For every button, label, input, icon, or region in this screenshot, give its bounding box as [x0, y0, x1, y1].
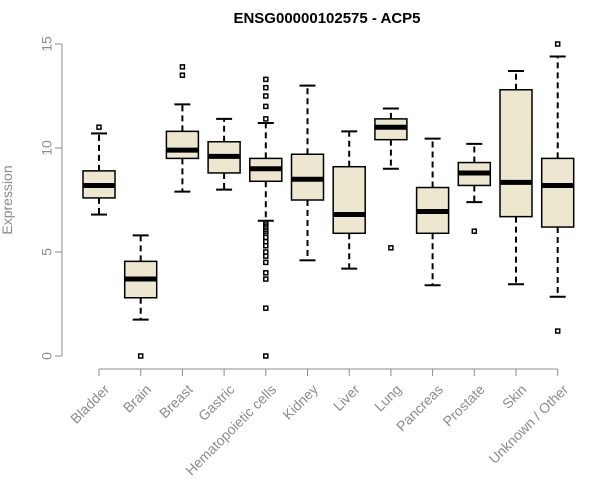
x-tick-label: Skin: [499, 381, 530, 412]
box-prostate: [457, 142, 492, 234]
outlier-point: [263, 234, 269, 241]
outlier-point: [263, 249, 269, 255]
y-tick-label: 0: [39, 352, 55, 360]
box-unknown-other: [540, 41, 575, 334]
box-body: [499, 89, 533, 218]
outlier-point: [263, 270, 269, 276]
box-liver: [332, 130, 366, 270]
outlier-point: [179, 72, 186, 78]
y-axis-label: Expression: [0, 165, 15, 234]
outlier-point: [263, 276, 269, 282]
y-tick-label: 15: [39, 36, 55, 52]
box-bladder: [82, 124, 116, 216]
chart-title: ENSG00000102575 - ACP5: [233, 10, 420, 27]
box-skin: [499, 70, 533, 286]
outlier-point: [554, 41, 561, 47]
outlier-point: [263, 353, 269, 359]
x-tick-label: Bladder: [67, 381, 113, 427]
x-tick-label: Liver: [330, 381, 363, 414]
outlier-point: [263, 116, 269, 122]
outlier-point: [263, 103, 269, 110]
box-body: [332, 165, 366, 235]
box-brain: [123, 234, 158, 359]
x-tick-label: Prostate: [440, 381, 488, 429]
box-lung: [374, 107, 408, 251]
outlier-point: [263, 253, 269, 259]
x-tick-label: Kidney: [279, 381, 321, 423]
outlier-point: [263, 259, 269, 266]
outlier-point: [471, 228, 478, 234]
outlier-point: [263, 76, 269, 83]
outlier-point: [137, 353, 144, 359]
y-axis: 0 5 10 15: [39, 36, 63, 360]
box-pancreas: [415, 137, 450, 287]
outlier-point: [263, 238, 269, 245]
box-gastric: [207, 117, 241, 191]
outlier-point: [263, 305, 269, 311]
y-tick-label: 5: [39, 248, 55, 256]
outlier-point: [263, 243, 269, 249]
outlier-point: [263, 84, 269, 91]
box-body: [540, 157, 575, 228]
box-breast: [165, 64, 200, 193]
outlier-point: [96, 124, 102, 130]
x-tick-label: Breast: [156, 381, 196, 421]
boxes-group: [82, 41, 575, 359]
x-tick-label: Unknown / Other: [486, 381, 572, 467]
outlier-point: [554, 328, 561, 334]
y-tick-label: 10: [39, 140, 55, 156]
outlier-point: [179, 64, 186, 70]
outlier-point: [388, 245, 394, 251]
box-body: [165, 130, 200, 160]
x-tick-label: Lung: [371, 381, 404, 414]
box-hematopoietic-cells: [249, 76, 283, 359]
x-tick-label: Brain: [120, 381, 154, 415]
box-kidney: [290, 84, 325, 262]
outlier-point: [263, 93, 269, 99]
